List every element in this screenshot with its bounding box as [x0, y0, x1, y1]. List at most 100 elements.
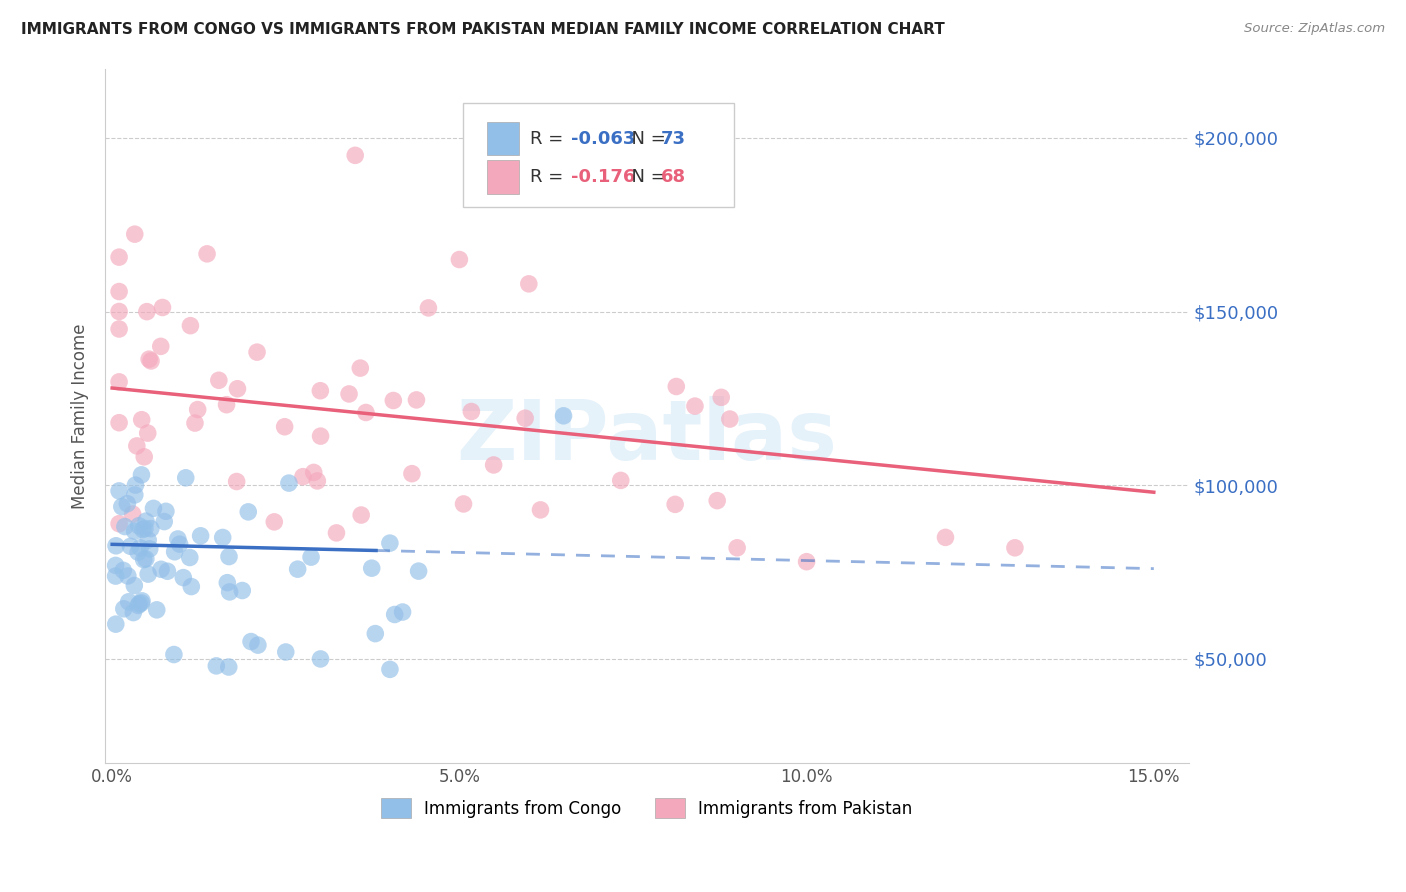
Point	[163, 545, 186, 559]
Point	[408, 564, 430, 578]
Point	[664, 497, 686, 511]
Point	[529, 503, 551, 517]
Point	[136, 426, 159, 441]
Point	[108, 250, 131, 264]
Point	[152, 301, 174, 315]
Point	[384, 607, 406, 622]
Point	[287, 562, 309, 576]
Point	[273, 419, 295, 434]
Point	[190, 529, 212, 543]
Point	[112, 602, 135, 616]
FancyBboxPatch shape	[463, 103, 734, 208]
Point	[132, 552, 155, 566]
Point	[208, 373, 231, 387]
Point	[218, 660, 240, 674]
Point	[299, 550, 322, 565]
Point	[134, 450, 156, 464]
Point	[349, 361, 371, 376]
Legend: Immigrants from Congo, Immigrants from Pakistan: Immigrants from Congo, Immigrants from P…	[374, 792, 920, 824]
Point	[449, 252, 471, 267]
Point	[302, 466, 325, 480]
Point	[195, 247, 218, 261]
Point	[1004, 541, 1026, 555]
Point	[226, 382, 249, 396]
Point	[135, 514, 157, 528]
Point	[149, 339, 172, 353]
Point	[131, 413, 153, 427]
Point	[274, 645, 297, 659]
Point	[122, 606, 145, 620]
Point	[238, 505, 260, 519]
Point	[163, 648, 186, 662]
Point	[364, 626, 387, 640]
Point	[180, 580, 202, 594]
Point	[124, 478, 146, 492]
Point	[354, 405, 377, 419]
Point	[217, 575, 239, 590]
Point	[135, 304, 157, 318]
Point	[128, 597, 150, 611]
Point	[246, 638, 269, 652]
Point	[108, 304, 131, 318]
Point	[104, 558, 127, 573]
Point	[127, 545, 149, 559]
Text: Source: ZipAtlas.com: Source: ZipAtlas.com	[1244, 22, 1385, 36]
Point	[121, 507, 143, 521]
Point	[325, 525, 347, 540]
Point	[309, 652, 332, 666]
Point	[174, 471, 197, 485]
Point	[179, 318, 201, 333]
Point	[153, 515, 176, 529]
Point	[117, 497, 139, 511]
Point	[391, 605, 413, 619]
Point	[145, 603, 167, 617]
Point	[118, 595, 141, 609]
Point	[211, 531, 233, 545]
Point	[344, 148, 367, 162]
Point	[382, 393, 405, 408]
Point	[553, 409, 575, 423]
Text: R =: R =	[530, 129, 569, 148]
Text: N =: N =	[620, 129, 671, 148]
Point	[401, 467, 423, 481]
Point	[240, 634, 263, 648]
Point	[125, 439, 148, 453]
Point	[166, 532, 188, 546]
Point	[360, 561, 382, 575]
Point	[179, 550, 201, 565]
Point	[156, 564, 179, 578]
Point	[117, 569, 139, 583]
Point	[482, 458, 505, 472]
Text: -0.176: -0.176	[571, 168, 636, 186]
Point	[142, 501, 165, 516]
Point	[132, 523, 155, 537]
Point	[112, 563, 135, 577]
Text: 73: 73	[661, 129, 686, 148]
Point	[135, 552, 157, 566]
Point	[108, 322, 131, 336]
Point	[184, 416, 207, 430]
Text: R =: R =	[530, 168, 575, 186]
Point	[517, 277, 540, 291]
Point	[378, 536, 401, 550]
Point	[134, 521, 156, 535]
Point	[277, 476, 299, 491]
Point	[108, 375, 131, 389]
Point	[218, 585, 240, 599]
FancyBboxPatch shape	[486, 161, 519, 194]
Point	[665, 379, 688, 393]
Point	[460, 404, 482, 418]
Point	[131, 594, 153, 608]
Text: 68: 68	[661, 168, 686, 186]
Point	[124, 524, 146, 539]
Point	[136, 567, 159, 582]
Point	[131, 467, 153, 482]
Point	[129, 541, 152, 555]
Point	[309, 429, 332, 443]
Point	[155, 504, 177, 518]
Point	[796, 555, 818, 569]
Point	[515, 411, 537, 425]
Point	[138, 352, 160, 367]
Point	[108, 285, 131, 299]
Point	[131, 596, 153, 610]
